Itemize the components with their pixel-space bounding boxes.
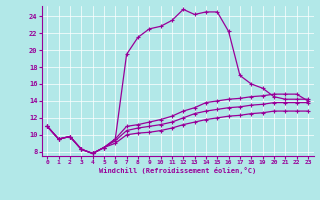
- X-axis label: Windchill (Refroidissement éolien,°C): Windchill (Refroidissement éolien,°C): [99, 167, 256, 174]
